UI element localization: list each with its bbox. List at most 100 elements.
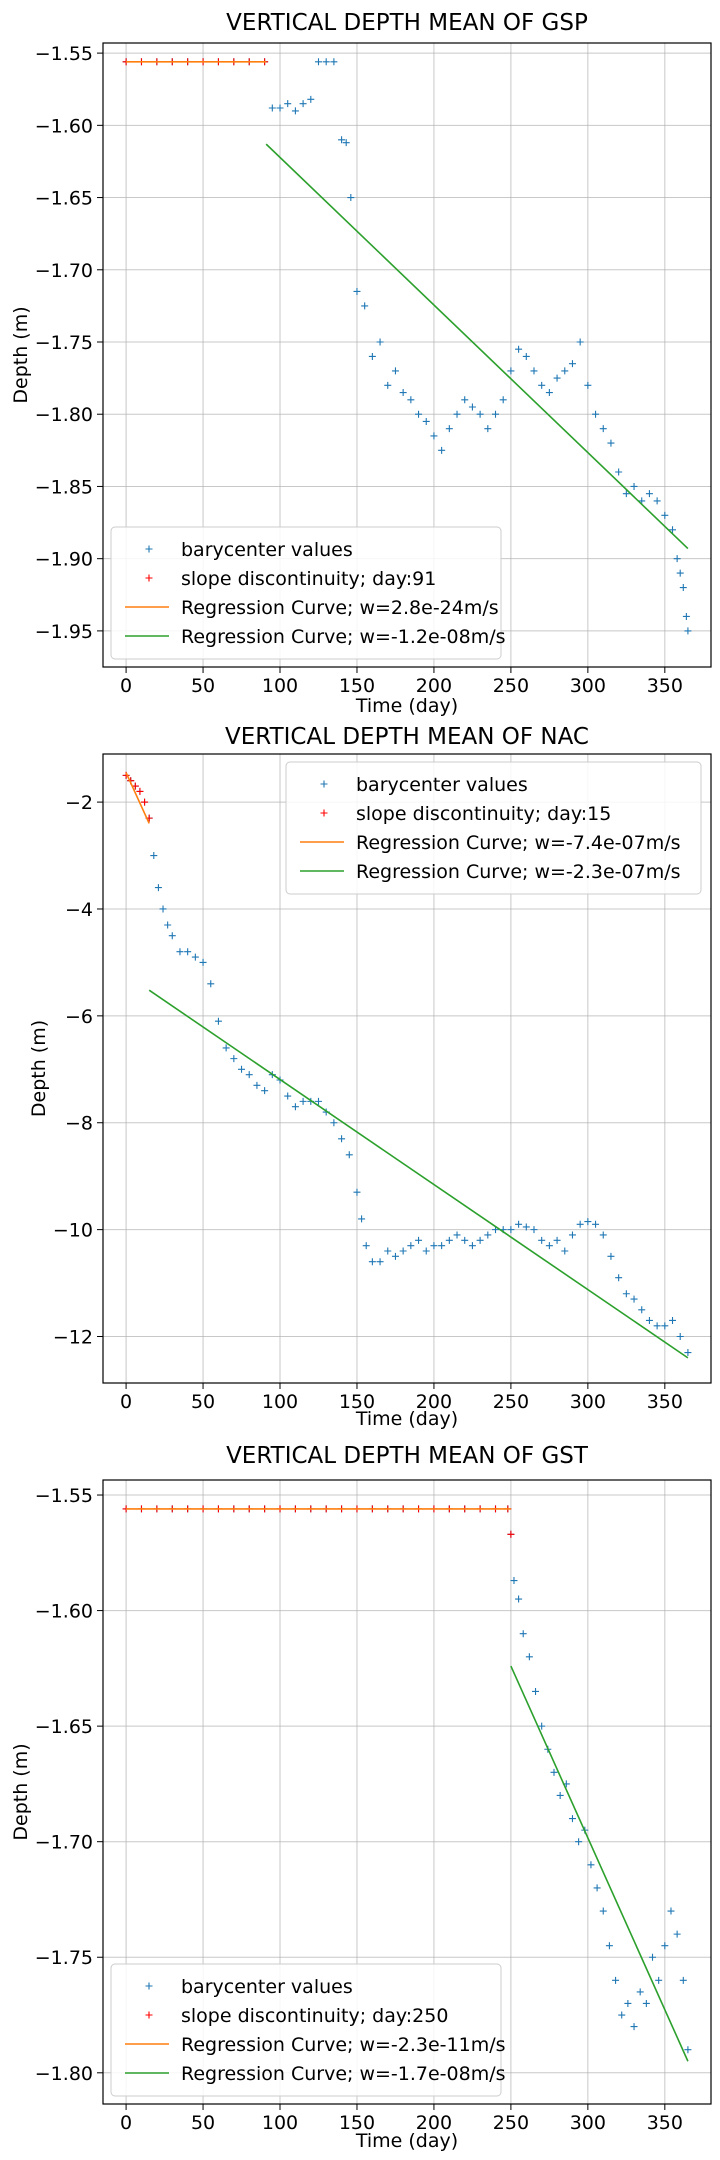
data-point xyxy=(630,2023,638,2031)
data-point xyxy=(150,852,158,860)
data-point xyxy=(358,1215,366,1223)
data-point xyxy=(330,1119,338,1127)
x-axis-label: Time (day) xyxy=(355,1408,458,1430)
x-tick-label: 50 xyxy=(191,675,215,697)
data-point xyxy=(642,1999,650,2007)
data-point xyxy=(468,1242,476,1250)
data-point xyxy=(376,338,384,346)
data-point xyxy=(538,1236,546,1244)
data-point xyxy=(515,345,523,353)
legend-box xyxy=(110,526,502,660)
y-tick-label: −1.70 xyxy=(35,260,93,282)
data-point xyxy=(476,1236,484,1244)
y-tick-label: −8 xyxy=(65,1113,93,1135)
data-point xyxy=(661,511,669,519)
chart-title: VERTICAL DEPTH MEAN OF GST xyxy=(226,1443,589,1469)
data-point xyxy=(669,526,677,534)
data-point xyxy=(592,1220,600,1228)
data-point xyxy=(230,1055,238,1063)
data-point xyxy=(268,104,276,112)
data-point xyxy=(615,468,623,476)
x-tick-label: 150 xyxy=(339,2112,375,2134)
data-point xyxy=(545,389,553,397)
data-point xyxy=(584,1218,592,1226)
data-point xyxy=(314,1097,322,1105)
x-tick-label: 50 xyxy=(191,1391,215,1413)
data-point xyxy=(624,1999,632,2007)
chart-title: VERTICAL DEPTH MEAN OF GSP xyxy=(226,10,588,36)
data-point xyxy=(530,1226,538,1234)
data-point xyxy=(684,2046,692,2054)
data-point xyxy=(510,1577,518,1585)
x-axis-label: Time (day) xyxy=(355,695,458,717)
data-point xyxy=(445,1236,453,1244)
legend-box xyxy=(285,761,702,895)
data-point xyxy=(338,136,346,144)
data-point xyxy=(141,798,149,806)
y-tick-label: −1.55 xyxy=(35,1485,93,1507)
data-point xyxy=(661,1322,669,1330)
data-point xyxy=(453,410,461,418)
data-point xyxy=(653,497,661,505)
data-point xyxy=(522,352,530,360)
data-point xyxy=(507,1530,515,1538)
data-point xyxy=(291,107,299,115)
x-tick-label: 350 xyxy=(647,2112,683,2134)
data-point xyxy=(399,389,407,397)
data-point xyxy=(207,980,215,988)
legend-label: Regression Curve; w=-2.3e-07m/s xyxy=(356,861,681,883)
x-tick-label: 300 xyxy=(570,2112,606,2134)
data-point xyxy=(222,1044,230,1052)
data-point xyxy=(679,584,687,592)
data-point xyxy=(525,1653,533,1661)
y-tick-label: −4 xyxy=(65,899,93,921)
legend-label: barycenter values xyxy=(356,774,528,796)
data-point xyxy=(587,1861,595,1869)
x-tick-label: 350 xyxy=(647,675,683,697)
data-point xyxy=(438,1242,446,1250)
x-tick-label: 50 xyxy=(191,2112,215,2134)
data-point xyxy=(430,1242,438,1250)
data-point xyxy=(676,569,684,577)
data-point xyxy=(605,1942,613,1950)
chart-panel-1: VERTICAL DEPTH MEAN OF GSP 0 50 100 150 200 25… xyxy=(10,10,712,717)
data-point xyxy=(612,1976,620,1984)
plot-frame xyxy=(102,42,712,668)
x-tick-label: 0 xyxy=(120,2112,132,2134)
data-point xyxy=(168,932,176,940)
legend-label: slope discontinuity; day:91 xyxy=(181,568,436,590)
regression-line xyxy=(265,143,689,550)
chart-panel-3: VERTICAL DEPTH MEAN OF GST 0 50 100 150 200 25… xyxy=(10,1443,712,2152)
data-point xyxy=(615,1274,623,1282)
x-tick-label: 250 xyxy=(493,2112,529,2134)
x-tick-label: 100 xyxy=(262,2112,298,2134)
series-3 xyxy=(125,772,150,824)
y-tick-label: −1.70 xyxy=(35,1832,93,1854)
x-tick-label: 200 xyxy=(416,1391,452,1413)
x-tick-label: 100 xyxy=(262,1391,298,1413)
data-point xyxy=(653,1322,661,1330)
legend-label: Regression Curve; w=-7.4e-07m/s xyxy=(356,832,681,854)
legend-label: Regression Curve; w=-1.2e-08m/s xyxy=(181,626,506,648)
data-point xyxy=(576,1220,584,1228)
data-point xyxy=(476,410,484,418)
data-point xyxy=(507,1226,515,1234)
y-tick-label: −1.90 xyxy=(35,549,93,571)
legend-marker xyxy=(145,2011,153,2019)
legend-marker xyxy=(320,809,328,817)
data-point xyxy=(568,360,576,368)
data-point xyxy=(453,1231,461,1239)
data-point xyxy=(638,1306,646,1314)
x-axis-label: Time (day) xyxy=(355,2130,458,2152)
data-point xyxy=(538,381,546,389)
data-point xyxy=(245,1071,253,1079)
x-tick-label: 150 xyxy=(339,675,375,697)
data-point xyxy=(561,1247,569,1255)
y-tick-label: −1.60 xyxy=(35,1601,93,1623)
data-point xyxy=(362,1242,370,1250)
legend-label: barycenter values xyxy=(181,539,353,561)
legend-label: barycenter values xyxy=(181,1976,353,1998)
data-point xyxy=(407,396,415,404)
x-tick-label: 250 xyxy=(493,675,529,697)
